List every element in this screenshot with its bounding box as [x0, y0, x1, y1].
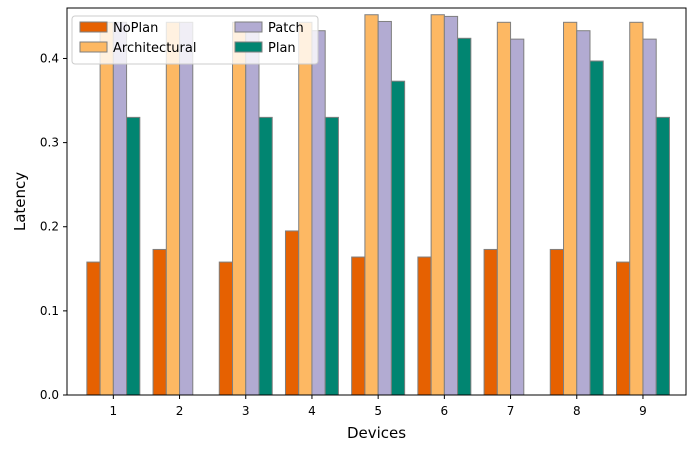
x-tick-label: 9 [639, 404, 647, 418]
bar-patch-5 [377, 20, 392, 396]
bar-patch-3 [245, 30, 260, 396]
legend-label-architectural: Architectural [113, 41, 196, 56]
y-axis: 0.0 0.1 0.2 0.3 0.4 [40, 51, 67, 402]
x-tick-label: 3 [242, 404, 250, 418]
bar-plan-8 [589, 60, 604, 396]
bar-plan-5 [390, 80, 406, 396]
bar-plan-1 [126, 116, 141, 396]
legend-swatch-noplan [79, 21, 108, 33]
plot-frame [66, 7, 687, 396]
legend-swatch-plan [234, 41, 263, 53]
legend-label-patch: Patch [268, 21, 304, 36]
y-axis-label: Latency [11, 172, 29, 231]
y-tick-label: 0.2 [40, 220, 59, 234]
legend: NoPlan Architectural Patch Plan [71, 15, 319, 65]
y-tick-label: 0.4 [40, 51, 59, 65]
bar-architectural-5 [364, 14, 379, 396]
bar-plan-6 [457, 37, 472, 396]
bar-noplan-3 [218, 261, 234, 396]
bar-architectural-4 [298, 21, 313, 396]
y-tick-label: 0.0 [40, 388, 59, 402]
bar-patch-2 [179, 21, 194, 396]
x-tick-label: 7 [507, 404, 515, 418]
bar-plan-3 [258, 116, 273, 396]
bar-patch-7 [510, 38, 525, 396]
bar-patch-8 [576, 30, 591, 396]
bar-noplan-8 [549, 248, 565, 396]
legend-label-noplan: NoPlan [113, 21, 158, 36]
legend-swatch-architectural [79, 41, 108, 53]
bar-noplan-6 [417, 256, 432, 396]
bar-architectural-3 [232, 21, 247, 396]
bar-patch-4 [311, 30, 326, 396]
bar-noplan-5 [351, 256, 366, 396]
x-tick-label: 6 [441, 404, 449, 418]
bar-plan-9 [655, 116, 670, 396]
x-tick-label: 4 [308, 404, 316, 418]
bar-architectural-1 [99, 21, 114, 396]
bars-layer [86, 14, 670, 396]
legend-swatch-patch [234, 21, 263, 33]
bar-noplan-9 [615, 261, 631, 396]
x-tick-label: 1 [110, 404, 118, 418]
x-tick-label: 8 [573, 404, 581, 418]
bar-patch-6 [443, 15, 459, 396]
x-axis-label: Devices [347, 424, 406, 442]
x-axis: 1 2 3 4 5 6 7 8 9 [110, 395, 647, 418]
bar-architectural-6 [430, 14, 445, 396]
bar-architectural-9 [629, 21, 644, 396]
bar-architectural-2 [165, 21, 181, 396]
bar-noplan-2 [152, 248, 167, 396]
bar-architectural-8 [563, 21, 578, 396]
y-tick-label: 0.1 [40, 304, 59, 318]
bar-patch-9 [642, 38, 657, 396]
bar-noplan-7 [483, 248, 498, 396]
x-tick-label: 5 [374, 404, 382, 418]
bar-noplan-4 [284, 230, 300, 396]
legend-label-plan: Plan [268, 41, 296, 56]
y-tick-label: 0.3 [40, 136, 59, 150]
bar-plan-4 [324, 116, 339, 396]
x-tick-label: 2 [176, 404, 184, 418]
bar-noplan-1 [86, 261, 101, 396]
bar-patch-1 [112, 21, 128, 396]
bar-architectural-7 [496, 21, 512, 396]
